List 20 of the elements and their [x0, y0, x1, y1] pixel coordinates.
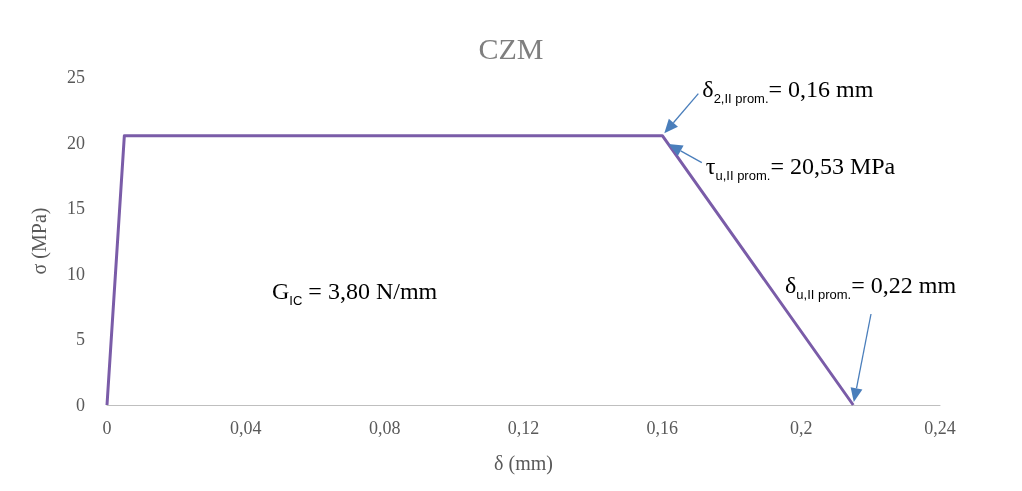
y-tick-label: 20 — [67, 132, 85, 153]
annotation: τ$_{u,II prom.}$= 20,53 MPa — [705, 152, 896, 183]
x-axis-title: δ (mm) — [494, 452, 553, 475]
annotation: δ$_{2,II prom.}$= 0,16 mm — [702, 75, 874, 106]
y-tick-label: 25 — [67, 67, 85, 87]
chart-title: CZM — [478, 31, 544, 65]
y-tick-label: 5 — [76, 329, 85, 350]
x-tick-label: 0,04 — [230, 418, 262, 438]
y-axis-title: σ (MPa) — [28, 207, 51, 275]
y-tick-label: 10 — [67, 263, 85, 284]
x-tick-label: 0,12 — [507, 418, 540, 438]
x-tick-label: 0 — [102, 418, 112, 438]
x-tick-label: 0,2 — [789, 418, 813, 438]
annotation: δ$_{u,II prom.}$= 0,22 mm — [785, 272, 957, 302]
x-tick-label: 0,08 — [368, 418, 401, 438]
y-tick-label: 15 — [67, 198, 85, 219]
x-tick-label: 0,24 — [924, 418, 956, 438]
y-tick-label: 0 — [76, 395, 85, 415]
x-tick-label: 0,16 — [646, 418, 679, 438]
annotation: G$_{IC}$ = 3,80 N/mm — [272, 278, 438, 308]
